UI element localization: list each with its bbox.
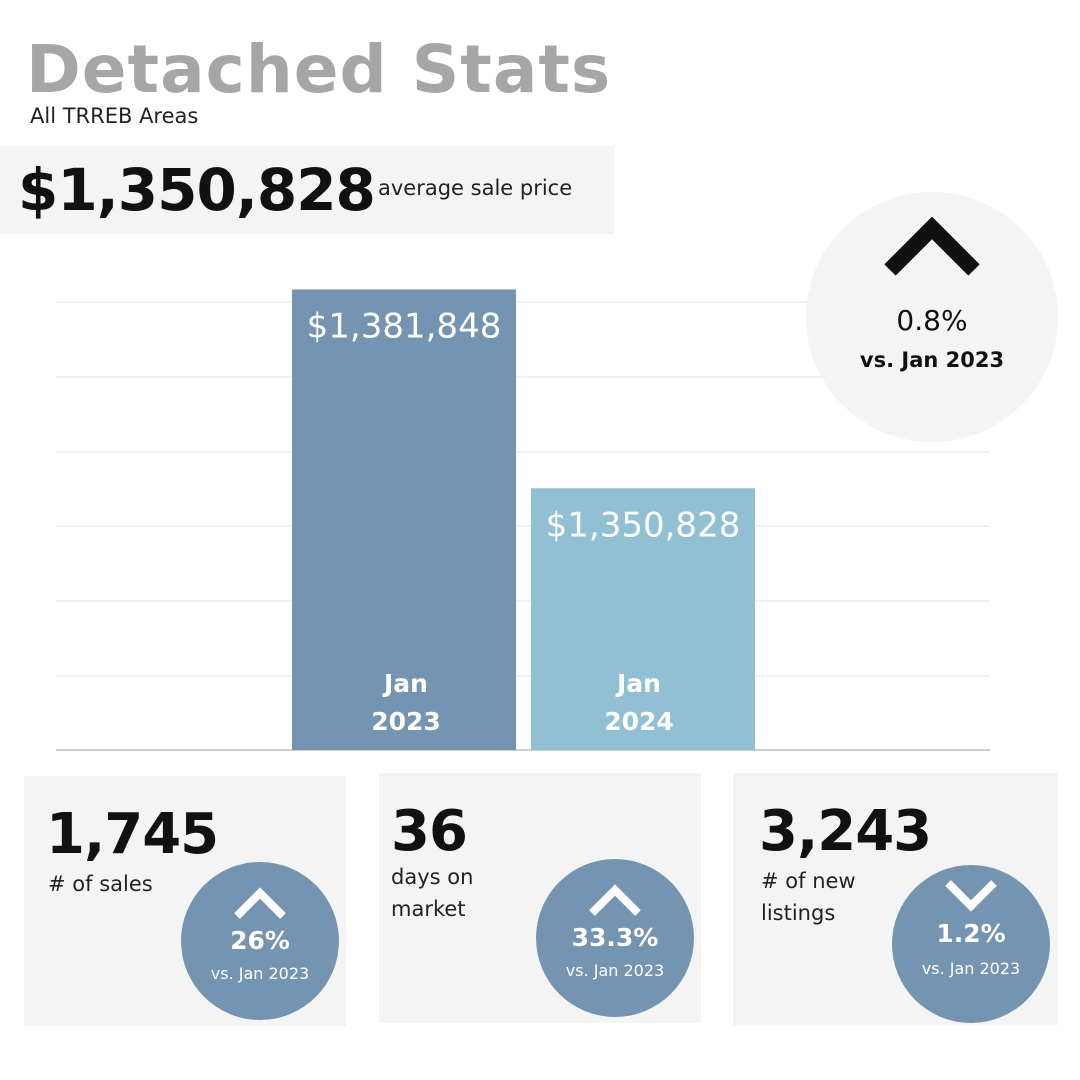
chevron-down-icon [945,880,997,912]
stat-value: 36 [391,799,468,864]
price-change-indicator: 0.8% vs. Jan 2023 [806,192,1058,442]
headline-band [0,146,614,234]
price-change-comparison: vs. Jan 2023 [859,348,1005,372]
chevron-up-icon [234,887,286,919]
stat-card-days-on-market: 36 days on market 33.3% vs. Jan 2023 [379,773,701,1023]
page-subtitle: All TRREB Areas [30,104,199,128]
category-label: Jan [615,669,661,698]
change-comparison: vs. Jan 2023 [921,959,1021,978]
stat-value: 3,243 [759,799,932,864]
stat-value: 1,745 [46,802,219,867]
category-label: Jan [382,669,428,698]
change-comparison: vs. Jan 2023 [210,964,310,983]
stat-card-new-listings: 3,243 # of new listings 1.2% vs. Jan 202… [733,773,1058,1025]
bar-value-label: $1,381,848 [307,306,502,346]
change-percent: 1.2% [936,919,1006,948]
change-percent: 26% [230,926,290,955]
page-title: Detached Stats [26,31,612,108]
stat-label: # of sales [48,868,153,900]
change-percent: 33.3% [571,923,659,952]
chevron-up-icon [884,216,980,276]
bar-value-label: $1,350,828 [546,505,741,545]
change-badge: 26% vs. Jan 2023 [181,862,339,1020]
stat-label: # of new listings [761,865,856,929]
stat-label-line: listings [761,901,836,925]
change-badge: 33.3% vs. Jan 2023 [536,859,694,1017]
stat-label-line: # of sales [48,872,153,896]
stat-label-line: market [391,897,466,921]
headline-price: $1,350,828 [18,156,376,224]
change-badge: 1.2% vs. Jan 2023 [892,865,1050,1023]
headline-label: average sale price [378,176,573,200]
stat-label: days on market [391,861,473,925]
stat-label-line: days on [391,865,474,889]
stat-card-sales: 1,745 # of sales 26% vs. Jan 2023 [24,776,346,1026]
chevron-up-icon [589,884,641,916]
category-label: 2023 [371,707,441,736]
category-label: 2024 [604,707,674,736]
bar-jan-2024 [531,488,755,750]
stat-label-line: # of new [761,869,856,893]
change-comparison: vs. Jan 2023 [565,961,665,980]
price-bar-chart: $1,381,848 Jan 2023 $1,350,828 Jan 2024 [56,289,990,751]
bar-jan-2023 [292,289,516,750]
price-change-percent: 0.8% [896,304,968,337]
